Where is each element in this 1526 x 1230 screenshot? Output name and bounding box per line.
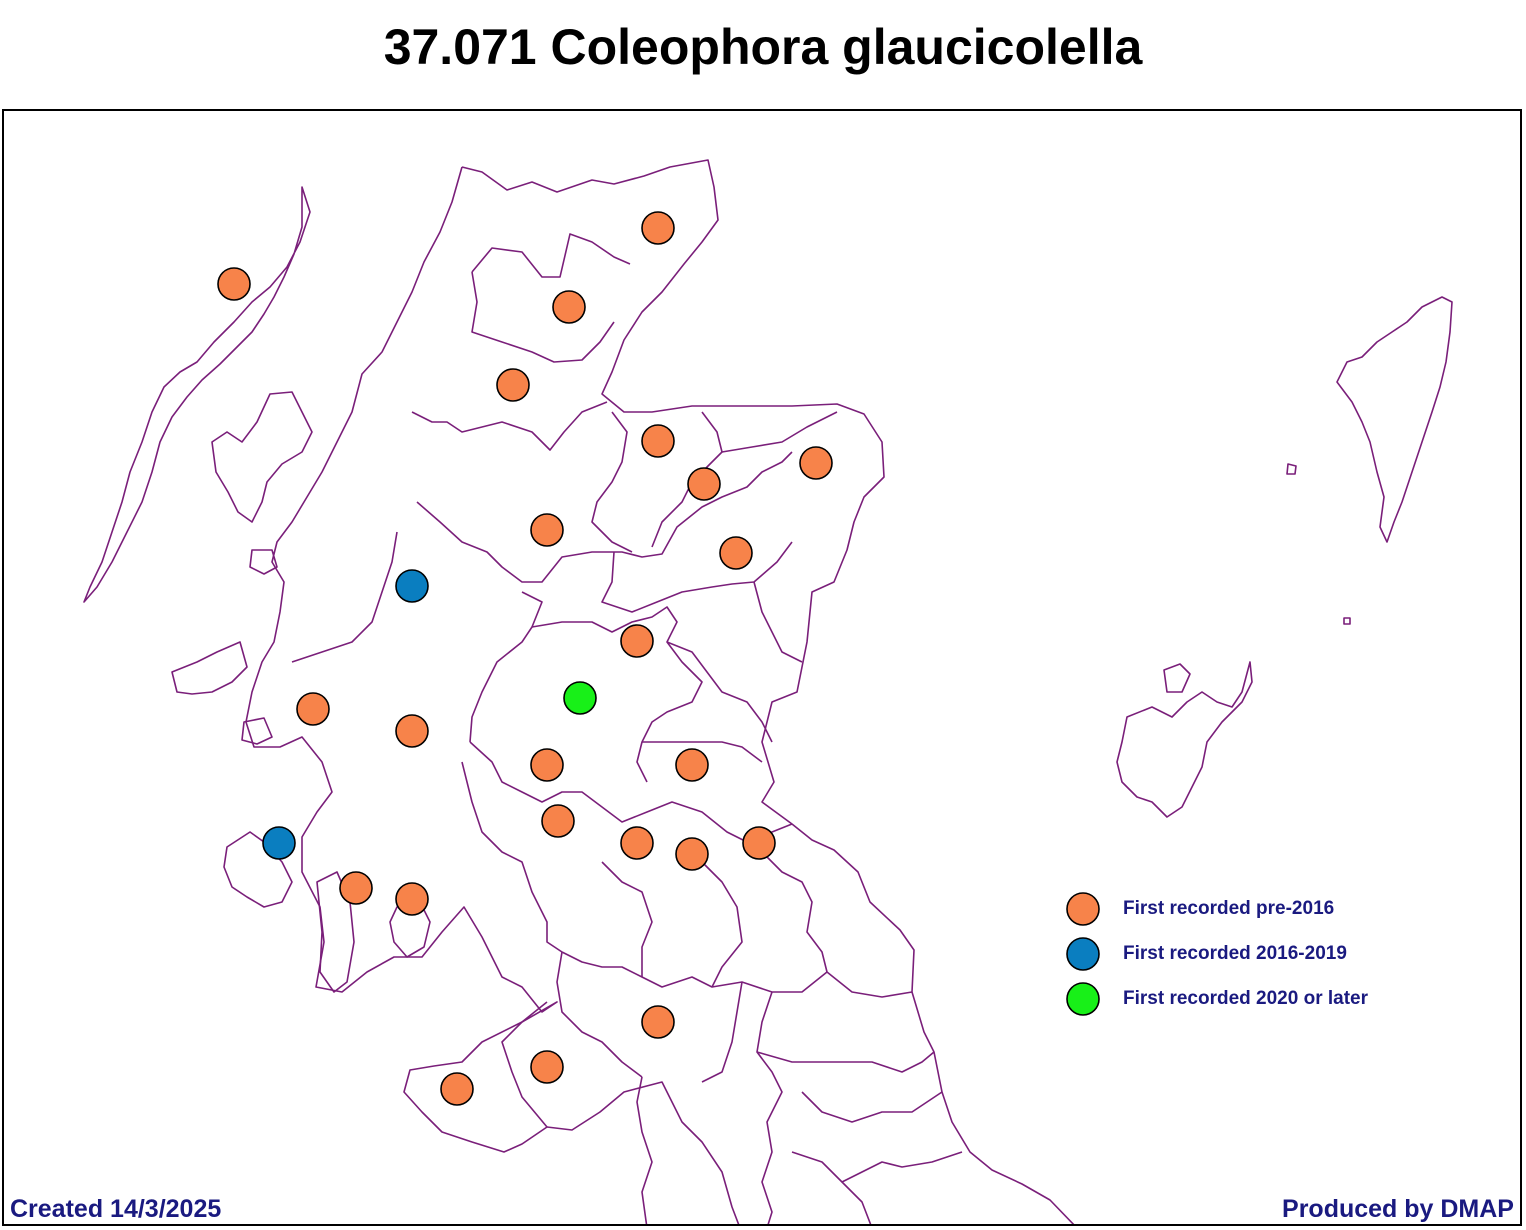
outer-hebrides	[83, 186, 311, 603]
record-marker-pre2016	[675, 837, 709, 871]
vc-boundary	[636, 1076, 653, 1224]
map-title: 37.071 Coleophora glaucicolella	[383, 19, 1143, 75]
record-marker-y2016_2019	[262, 826, 296, 860]
skye	[211, 391, 313, 523]
record-marker-y2020_later	[563, 681, 597, 715]
vc-boundary	[753, 581, 803, 663]
vc-boundary	[721, 411, 838, 453]
record-marker-pre2016	[339, 871, 373, 905]
map-frame: First recorded pre-2016 First recorded 20…	[2, 109, 1522, 1226]
vc-boundary	[791, 1151, 963, 1183]
legend-label: First recorded pre-2016	[1123, 898, 1334, 919]
record-marker-pre2016	[541, 804, 575, 838]
vc-boundary	[756, 991, 783, 1224]
legend: First recorded pre-2016 First recorded 20…	[1066, 892, 1369, 1016]
producer-credit: Produced by DMAP	[1282, 1195, 1514, 1223]
vc-boundary	[666, 641, 773, 743]
vc-boundary	[469, 741, 793, 843]
record-marker-pre2016	[742, 826, 776, 860]
vc-boundary	[471, 271, 615, 363]
record-marker-pre2016	[217, 267, 251, 301]
created-date: Created 14/3/2025	[10, 1195, 222, 1223]
vc-boundary	[601, 861, 653, 977]
record-marker-pre2016	[530, 748, 564, 782]
record-marker-pre2016	[496, 368, 530, 402]
coll-tiree	[241, 717, 273, 745]
vc-boundary	[591, 411, 633, 553]
vc-boundary	[701, 861, 743, 988]
vc-boundary	[601, 541, 793, 613]
vc-boundary	[801, 1091, 943, 1123]
vc-boundary	[841, 1181, 872, 1224]
fair-isle	[1286, 463, 1297, 475]
legend-marker-y2020_later	[1066, 982, 1100, 1016]
record-marker-pre2016	[530, 513, 564, 547]
record-marker-pre2016	[296, 692, 330, 726]
legend-marker-y2016_2019	[1066, 937, 1100, 971]
islay-jura	[223, 831, 293, 908]
vc-boundary	[461, 761, 563, 953]
mainland-outline	[461, 159, 1075, 1224]
legend-label: First recorded 2020 or later	[1123, 988, 1369, 1009]
vc-boundary	[556, 951, 643, 1078]
vc-boundary	[561, 951, 828, 993]
legend-marker-pre2016	[1066, 892, 1100, 926]
record-marker-pre2016	[552, 290, 586, 324]
record-marker-pre2016	[395, 882, 429, 916]
record-markers	[217, 211, 833, 1106]
record-marker-pre2016	[641, 424, 675, 458]
islet	[1343, 617, 1351, 625]
vc-boundary	[471, 233, 631, 278]
vc-boundary	[416, 451, 793, 583]
mull	[171, 641, 248, 695]
shetland	[1336, 296, 1453, 543]
vc-boundary	[469, 591, 543, 743]
record-marker-pre2016	[620, 624, 654, 658]
distribution-map: First recorded pre-2016 First recorded 20…	[83, 159, 1453, 1224]
vc-boundary	[411, 401, 608, 451]
vc-boundary	[501, 1001, 548, 1128]
record-marker-pre2016	[641, 211, 675, 245]
record-marker-pre2016	[641, 1005, 675, 1039]
legend-label: First recorded 2016-2019	[1123, 943, 1347, 964]
record-marker-pre2016	[620, 826, 654, 860]
orkney-north	[1163, 663, 1191, 693]
record-marker-pre2016	[675, 748, 709, 782]
record-marker-pre2016	[395, 714, 429, 748]
west-coast-outline	[245, 166, 740, 1224]
vc-boundary	[761, 851, 913, 998]
vc-boundary	[642, 741, 763, 763]
vice-county-boundaries	[83, 159, 1453, 1224]
record-marker-pre2016	[440, 1072, 474, 1106]
record-marker-y2016_2019	[395, 569, 429, 603]
record-marker-pre2016	[530, 1050, 564, 1084]
vc-boundary	[756, 1051, 935, 1073]
eigg-rum	[249, 549, 278, 575]
record-marker-pre2016	[719, 536, 753, 570]
record-marker-pre2016	[799, 446, 833, 480]
record-marker-pre2016	[687, 467, 721, 501]
orkney	[1116, 661, 1253, 818]
vc-boundary	[291, 531, 398, 663]
vc-boundary	[701, 981, 743, 1083]
